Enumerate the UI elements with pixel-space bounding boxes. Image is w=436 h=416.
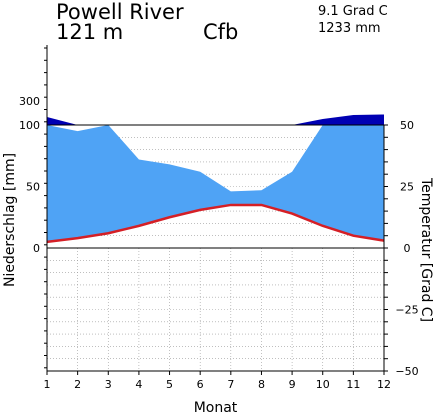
station-elevation: 121 m (56, 20, 124, 44)
x-tick-label: 12 (377, 378, 391, 391)
right-tick-label: 50 (400, 119, 414, 132)
climate-classification: Cfb (203, 20, 239, 44)
left-tick-label: 300 (19, 95, 40, 108)
y-axis-label-right: Temperatur [Grad C] (418, 177, 434, 322)
x-tick-label: 8 (258, 378, 265, 391)
right-tick-label: 25 (400, 181, 414, 194)
x-tick-label: 4 (135, 378, 142, 391)
x-tick-label: 2 (74, 378, 81, 391)
right-tick-label: −50 (395, 365, 418, 378)
x-tick-label: 7 (227, 378, 234, 391)
x-tick-label: 11 (346, 378, 360, 391)
x-tick-label: 6 (197, 378, 204, 391)
left-axis-ticks: 0 50 100 300 (19, 47, 47, 369)
x-tick-label: 3 (105, 378, 112, 391)
right-tick-label: −25 (395, 304, 418, 317)
humid-period-area (47, 125, 384, 242)
right-axis-ticks: 50 25 0 −25 −50 (384, 119, 419, 378)
station-name: Powell River (56, 0, 184, 24)
left-tick-label: 100 (19, 119, 40, 132)
annual-precipitation: 1233 mm (318, 21, 381, 36)
x-axis-label: Monat (194, 400, 238, 416)
left-tick-label: 0 (33, 242, 40, 255)
mean-annual-temperature: 9.1 Grad C (318, 4, 388, 19)
precipitation-excess-area (47, 114, 384, 125)
temperature-line (46, 203, 385, 244)
y-axis-label-left: Niederschlag [mm] (2, 153, 18, 287)
x-tick-label: 5 (166, 378, 173, 391)
right-tick-label: 0 (404, 242, 411, 255)
x-tick-label: 9 (289, 378, 296, 391)
left-tick-label: 50 (26, 181, 40, 194)
x-tick-label: 10 (316, 378, 330, 391)
x-axis-ticks: 1 2 3 4 5 6 7 8 9 10 11 12 (44, 371, 391, 391)
x-tick-label: 1 (44, 378, 51, 391)
